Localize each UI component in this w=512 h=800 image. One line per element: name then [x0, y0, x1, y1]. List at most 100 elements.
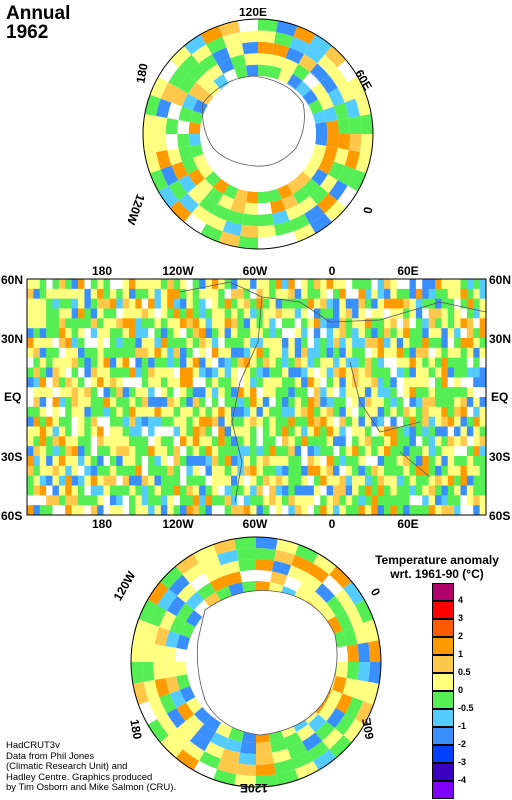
- anomaly-cell: [186, 387, 194, 398]
- anomaly-cell: [313, 357, 321, 368]
- anomaly-cell: [441, 465, 449, 476]
- anomaly-cell: [167, 367, 174, 378]
- anomaly-cell: [256, 446, 264, 457]
- anomaly-cell: [358, 387, 366, 398]
- south-anomaly-cell: [291, 751, 313, 770]
- anomaly-cell: [428, 416, 436, 427]
- anomaly-cell: [313, 328, 321, 339]
- anomaly-cell: [148, 436, 155, 447]
- anomaly-cell: [396, 436, 404, 447]
- north-anomaly-cell: [184, 213, 207, 234]
- anomaly-cell: [294, 279, 302, 290]
- anomaly-cell: [466, 406, 474, 417]
- anomaly-cell: [84, 446, 92, 457]
- anomaly-cell: [243, 505, 251, 516]
- anomaly-cell: [52, 328, 60, 339]
- anomaly-cell: [422, 288, 429, 299]
- anomaly-cell: [275, 436, 283, 447]
- anomaly-cell: [358, 377, 366, 388]
- south-anomaly-cell: [176, 634, 191, 650]
- anomaly-cell: [218, 436, 225, 447]
- anomaly-cell: [167, 436, 174, 447]
- anomaly-cell: [224, 485, 232, 496]
- anomaly-cell: [58, 436, 66, 447]
- anomaly-cell: [262, 456, 270, 467]
- anomaly-cell: [333, 505, 340, 516]
- south-anomaly-cell: [148, 697, 167, 719]
- anomaly-cell: [33, 475, 41, 486]
- bottom-lon-60e: 60E: [397, 517, 418, 530]
- anomaly-cell: [167, 485, 174, 496]
- anomaly-cell: [231, 446, 238, 457]
- anomaly-cell: [116, 416, 123, 427]
- anomaly-cell: [320, 416, 327, 427]
- anomaly-cell: [65, 495, 72, 506]
- anomaly-cell: [58, 397, 66, 408]
- anomaly-cell: [422, 377, 429, 388]
- south-anomaly-cell: [159, 693, 177, 714]
- anomaly-cell: [422, 367, 429, 378]
- anomaly-cell: [403, 298, 410, 309]
- anomaly-cell: [422, 308, 429, 319]
- anomaly-cell: [435, 495, 442, 506]
- anomaly-cell: [167, 426, 174, 437]
- anomaly-cell: [173, 288, 181, 299]
- south-anomaly-cell: [346, 662, 359, 680]
- north-anomaly-cell: [312, 110, 327, 124]
- north-anomaly-cell: [298, 195, 318, 214]
- anomaly-cell: [473, 465, 480, 476]
- anomaly-cell: [403, 426, 410, 437]
- north-anomaly-cell: [217, 58, 235, 74]
- north-anomaly-cell: [187, 63, 207, 83]
- anomaly-cell: [148, 387, 155, 398]
- anomaly-cell: [282, 397, 289, 408]
- anomaly-cell: [97, 288, 104, 299]
- south-anomaly-cell: [185, 591, 204, 610]
- anomaly-cell: [78, 495, 85, 506]
- anomaly-cell: [46, 288, 53, 299]
- anomaly-cell: [116, 347, 123, 358]
- north-anomaly-cell: [258, 41, 275, 55]
- anomaly-cell: [84, 495, 92, 506]
- north-anomaly-cell: [277, 68, 293, 84]
- north-anomaly-cell: [154, 116, 168, 134]
- anomaly-cell: [231, 308, 238, 319]
- anomaly-cell: [435, 318, 442, 329]
- anomaly-cell: [58, 416, 66, 427]
- anomaly-cell: [58, 456, 66, 467]
- anomaly-cell: [435, 505, 442, 516]
- anomaly-cell: [479, 456, 487, 467]
- anomaly-cell: [473, 495, 480, 506]
- anomaly-cell: [237, 456, 245, 467]
- anomaly-cell: [282, 347, 289, 358]
- anomaly-cell: [454, 367, 461, 378]
- anomaly-cell: [262, 436, 270, 447]
- anomaly-cell: [307, 279, 315, 290]
- anomaly-cell: [33, 308, 41, 319]
- anomaly-cell: [447, 475, 455, 486]
- south-anomaly-cell: [179, 621, 196, 639]
- anomaly-cell: [333, 387, 340, 398]
- anomaly-cell: [154, 377, 162, 388]
- anomaly-cell: [250, 446, 257, 457]
- anomaly-cell: [371, 288, 378, 299]
- anomaly-cell: [199, 495, 206, 506]
- anomaly-cell: [199, 406, 206, 417]
- anomaly-cell: [243, 367, 251, 378]
- anomaly-cell: [403, 288, 410, 299]
- anomaly-cell: [428, 446, 436, 457]
- anomaly-cell: [58, 328, 66, 339]
- north-anomaly-cell: [198, 54, 218, 73]
- anomaly-cell: [116, 377, 123, 388]
- credit-line-2: Data from Phil Jones: [6, 750, 95, 762]
- anomaly-cell: [141, 347, 149, 358]
- anomaly-cell: [262, 328, 270, 339]
- anomaly-cell: [466, 446, 474, 457]
- continent-coastlines: [179, 281, 487, 503]
- anomaly-cell: [269, 338, 276, 349]
- anomaly-cell: [141, 485, 149, 496]
- south-anomaly-cell: [352, 623, 369, 645]
- south-anomaly-cell: [315, 721, 335, 741]
- anomaly-cell: [186, 465, 194, 476]
- anomaly-cell: [224, 338, 232, 349]
